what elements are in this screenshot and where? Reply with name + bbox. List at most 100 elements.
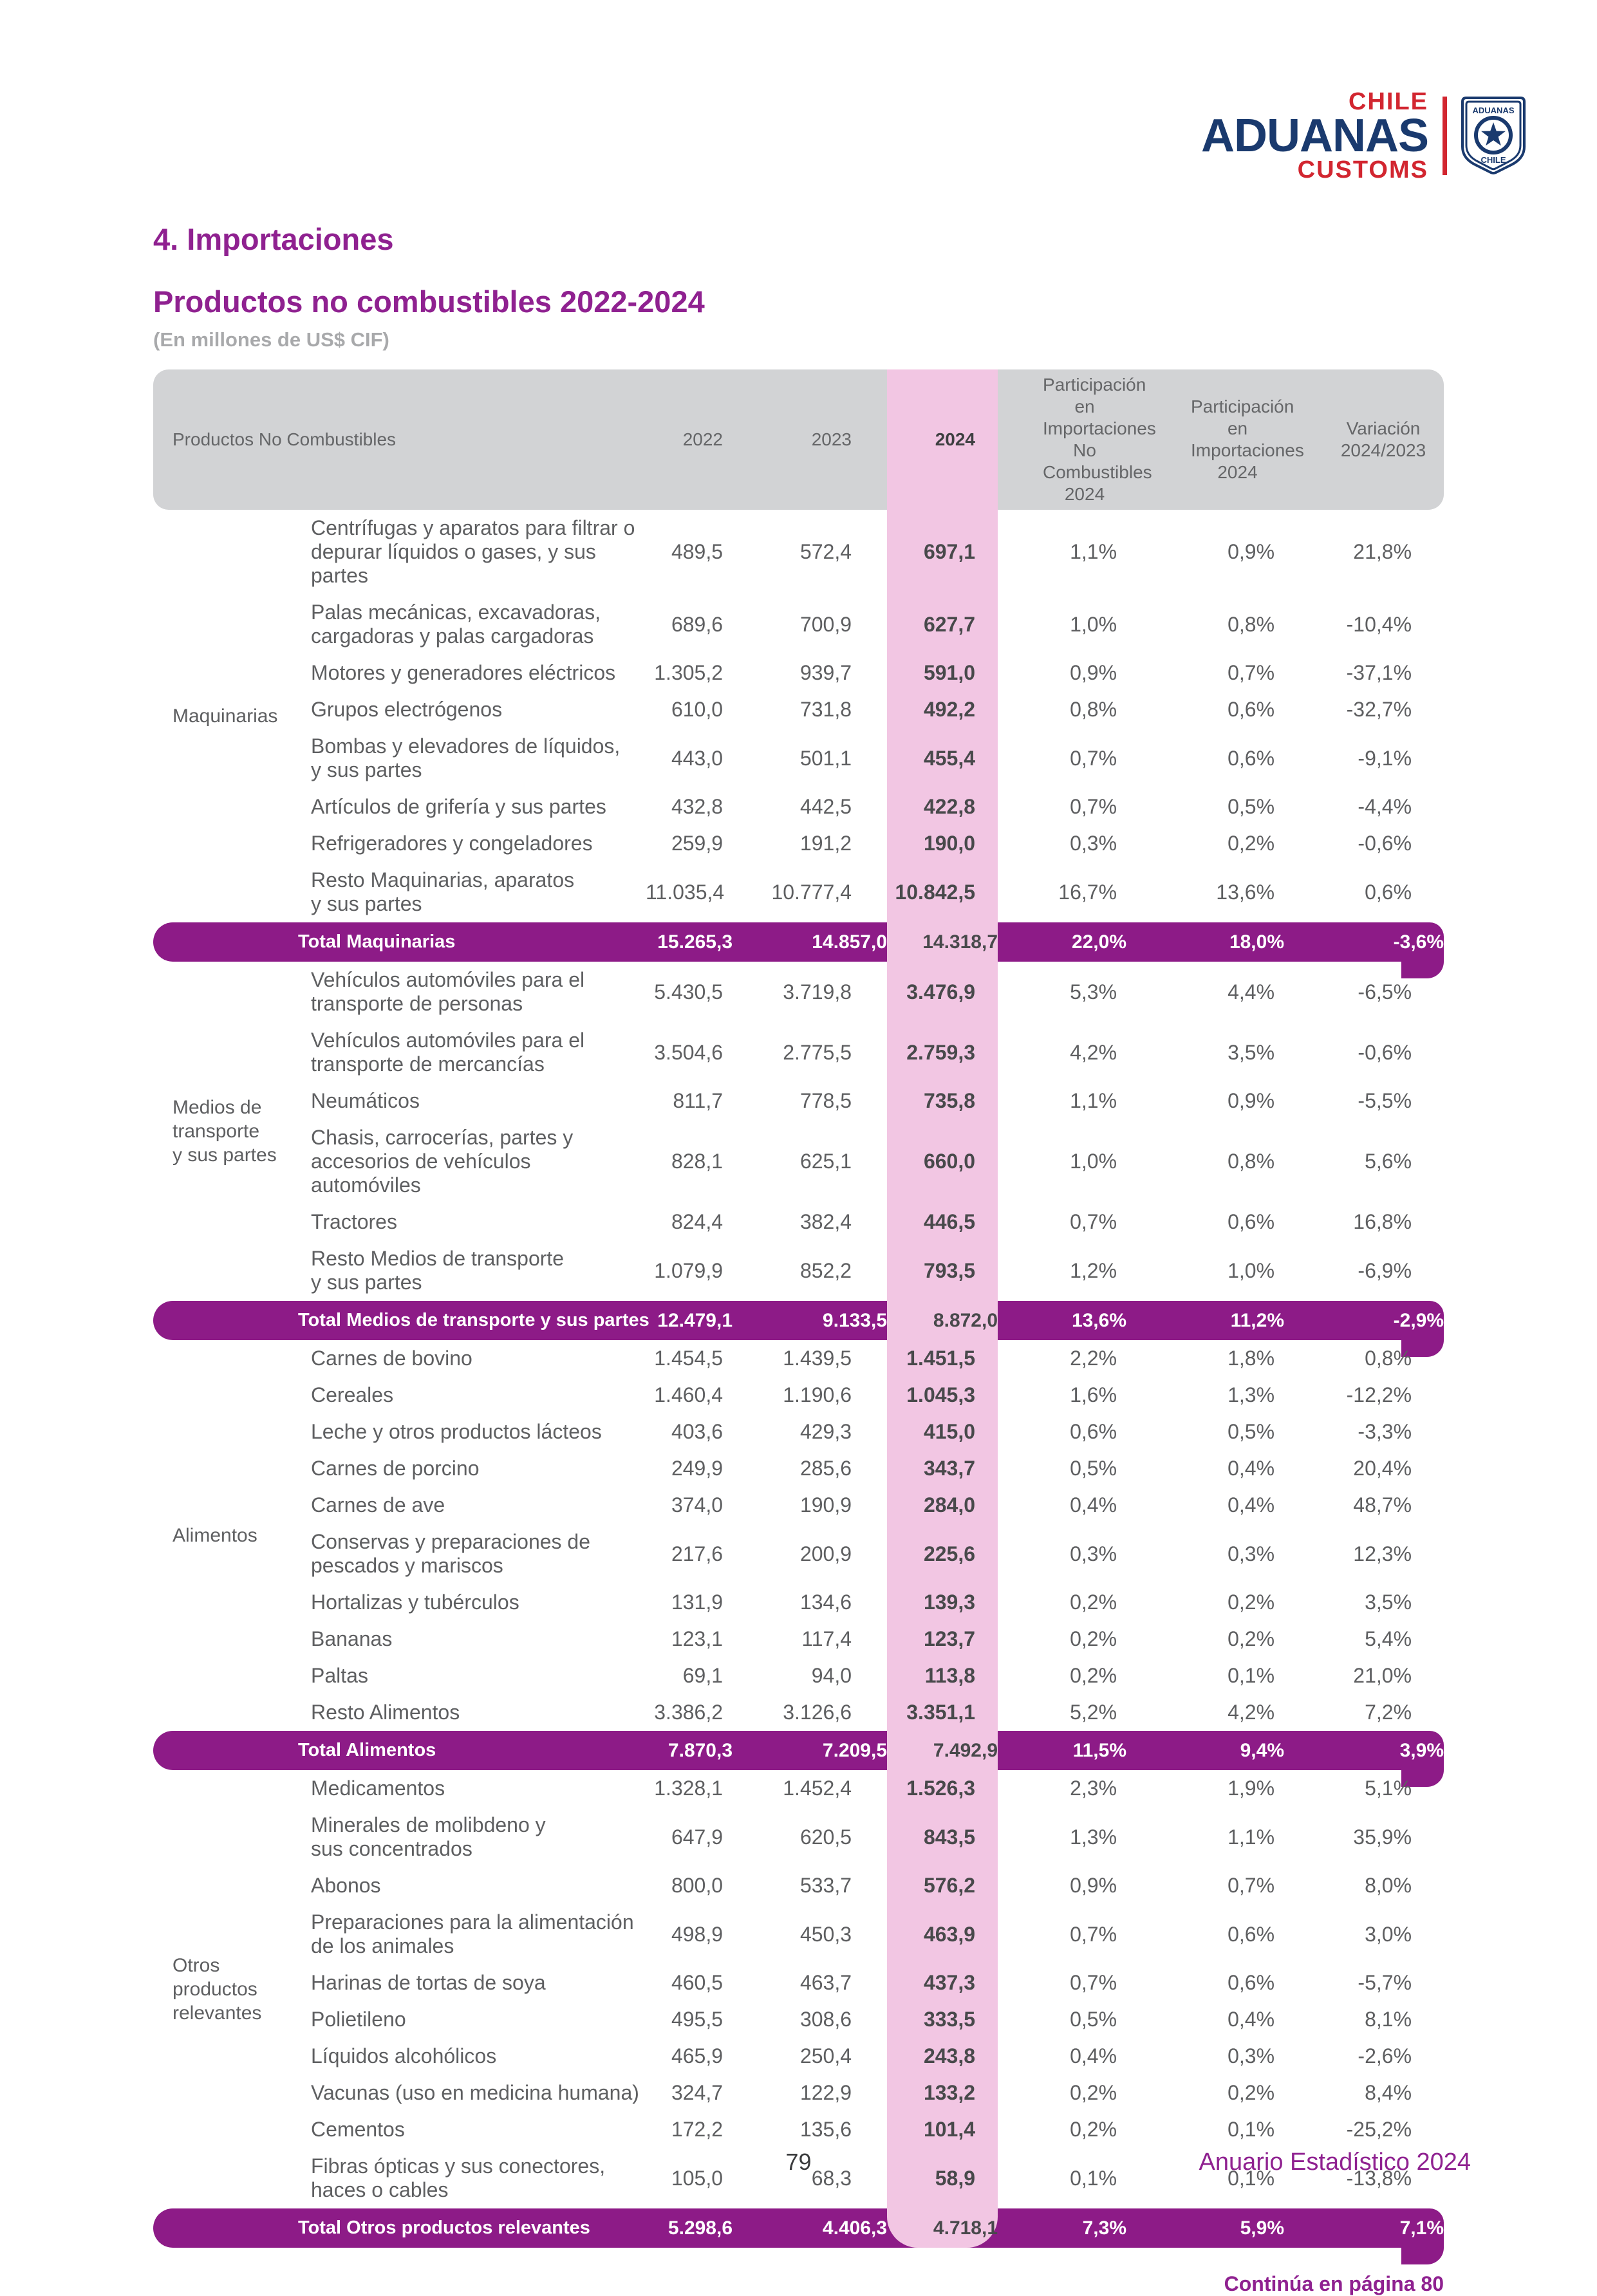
cell-var: 8,0% xyxy=(1284,1867,1444,1904)
cell-v2023: 620,5 xyxy=(733,1807,888,1867)
section-title: 4. Importaciones xyxy=(153,222,394,256)
table-row: Líquidos alcohólicos 465,9 250,4 243,8 0,4% 0… xyxy=(153,2038,1444,2075)
product-name: Carnes de bovino xyxy=(298,1340,646,1377)
total-cell-v2022: 12.479,1 xyxy=(646,1301,733,1340)
product-name: Tractores xyxy=(298,1204,646,1240)
logo-divider xyxy=(1443,97,1447,175)
product-name: Centrífugas y aparatos para filtrar o de… xyxy=(298,510,646,594)
cell-part_nc: 0,6% xyxy=(998,1414,1127,1450)
cell-part_nc: 0,3% xyxy=(998,825,1127,862)
table-row: Fibras ópticas y sus conectores, haces o… xyxy=(153,2148,1444,2208)
cell-v2022: 123,1 xyxy=(646,1621,733,1657)
cell-part_imp: 0,1% xyxy=(1126,2148,1285,2208)
table-row: Abonos 800,0 533,7 576,2 0,9% 0,7% 8,0% xyxy=(153,1867,1444,1904)
cell-part_imp: 1,9% xyxy=(1126,1770,1285,1807)
product-name: Motores y generadores eléctricos xyxy=(298,655,646,691)
cell-v2023: 572,4 xyxy=(733,510,888,594)
cell-part_nc: 0,9% xyxy=(998,1867,1127,1904)
total-label: Total Maquinarias xyxy=(298,922,646,962)
cell-v2022: 131,9 xyxy=(646,1584,733,1621)
cell-v2023: 382,4 xyxy=(733,1204,888,1240)
cell-var: -4,4% xyxy=(1284,789,1444,825)
cell-v2023: 450,3 xyxy=(733,1904,888,1965)
cell-v2023: 191,2 xyxy=(733,825,888,862)
total-cell-v2023: 7.209,5 xyxy=(733,1731,888,1770)
cell-part_imp: 0,3% xyxy=(1126,1524,1285,1584)
cell-part_nc: 2,3% xyxy=(998,1770,1127,1807)
total-cell-v2023: 4.406,3 xyxy=(733,2208,888,2248)
cell-part_imp: 1,3% xyxy=(1126,1377,1285,1414)
total-cell-v2024: 14.318,7 xyxy=(887,922,998,962)
cell-v2023: 135,6 xyxy=(733,2111,888,2148)
cell-part_imp: 0,7% xyxy=(1126,1867,1285,1904)
cell-v2024: 422,8 xyxy=(887,789,998,825)
total-cell-v2024: 8.872,0 xyxy=(887,1301,998,1340)
cell-var: 16,8% xyxy=(1284,1204,1444,1240)
cell-v2023: 308,6 xyxy=(733,2001,888,2038)
total-cell-var: 7,1% xyxy=(1284,2208,1444,2264)
imports-table: Productos No Combustibles 2022 2023 2024… xyxy=(153,369,1444,2264)
cell-var: -5,5% xyxy=(1284,1083,1444,1119)
cell-v2024: 1.045,3 xyxy=(887,1377,998,1414)
cell-part_nc: 0,5% xyxy=(998,1450,1127,1487)
cell-v2022: 460,5 xyxy=(646,1965,733,2001)
cell-v2023: 3.126,6 xyxy=(733,1694,888,1731)
cell-part_imp: 0,2% xyxy=(1126,1584,1285,1621)
product-name: Chasis, carrocerías, partes y accesorios… xyxy=(298,1119,646,1204)
cell-v2024: 455,4 xyxy=(887,728,998,789)
cell-v2024: 492,2 xyxy=(887,691,998,728)
unit-note: (En millones de US$ CIF) xyxy=(153,328,389,351)
cell-part_imp: 1,8% xyxy=(1126,1340,1285,1377)
cell-part_nc: 0,8% xyxy=(998,691,1127,728)
cell-var: 5,4% xyxy=(1284,1621,1444,1657)
product-name: Preparaciones para la alimentación de lo… xyxy=(298,1904,646,1965)
table-header-row: Productos No Combustibles 2022 2023 2024… xyxy=(153,369,1444,510)
table-row: Artículos de grifería y sus partes 432,8 4… xyxy=(153,789,1444,825)
cell-var: -5,7% xyxy=(1284,1965,1444,2001)
cell-part_imp: 0,6% xyxy=(1126,728,1285,789)
cell-part_imp: 0,7% xyxy=(1126,655,1285,691)
cell-v2024: 415,0 xyxy=(887,1414,998,1450)
column-header-variacion: Variación 2024/2023 xyxy=(1284,369,1444,510)
cell-var: 0,6% xyxy=(1284,862,1444,922)
product-name: Carnes de porcino xyxy=(298,1450,646,1487)
cell-v2023: 3.719,8 xyxy=(733,962,888,1022)
cell-var: 21,0% xyxy=(1284,1657,1444,1694)
cell-var: 3,0% xyxy=(1284,1904,1444,1965)
cell-part_nc: 1,0% xyxy=(998,594,1127,655)
cell-v2023: 94,0 xyxy=(733,1657,888,1694)
table-row: Neumáticos 811,7 778,5 735,8 1,1% 0,9% -5,5% xyxy=(153,1083,1444,1119)
cell-v2022: 824,4 xyxy=(646,1204,733,1240)
product-name: Grupos electrógenos xyxy=(298,691,646,728)
cell-var: -0,6% xyxy=(1284,1022,1444,1083)
cell-v2023: 852,2 xyxy=(733,1240,888,1301)
cell-part_nc: 0,2% xyxy=(998,1584,1127,1621)
product-name: Bombas y elevadores de líquidos, y sus p… xyxy=(298,728,646,789)
table-row: Hortalizas y tubérculos 131,9 134,6 139,3 0,… xyxy=(153,1584,1444,1621)
aduanas-logo: CHILE ADUANAS CUSTOMS ADUANAS CHILE xyxy=(1201,89,1526,183)
total-row-cap xyxy=(153,1731,298,1770)
footer-document-title: Anuario Estadístico 2024 xyxy=(1199,2149,1471,2176)
cell-part_imp: 0,5% xyxy=(1126,789,1285,825)
total-cell-part_imp: 18,0% xyxy=(1126,922,1285,962)
table-row: Vehículos automóviles para el transporte… xyxy=(153,1022,1444,1083)
cell-v2023: 68,3 xyxy=(733,2148,888,2208)
cell-var: 20,4% xyxy=(1284,1450,1444,1487)
cell-v2024: 437,3 xyxy=(887,1965,998,2001)
total-label: Total Medios de transporte y sus partes xyxy=(298,1301,649,1340)
cell-v2023: 285,6 xyxy=(733,1450,888,1487)
cell-part_nc: 0,3% xyxy=(998,1524,1127,1584)
table-row: Alimentos Carnes de bovino 1.454,5 1.439,5 1… xyxy=(153,1340,1444,1731)
continues-note: Continúa en página 80 xyxy=(1224,2272,1444,2295)
logo-chile-text: CHILE xyxy=(1349,88,1428,115)
cell-part_imp: 0,6% xyxy=(1126,1204,1285,1240)
group-label: Maquinarias xyxy=(153,510,298,922)
product-name: Leche y otros productos lácteos xyxy=(298,1414,646,1450)
cell-var: 7,2% xyxy=(1284,1694,1444,1731)
cell-part_nc: 0,7% xyxy=(998,1904,1127,1965)
cell-var: 3,5% xyxy=(1284,1584,1444,1621)
cell-part_imp: 0,2% xyxy=(1126,825,1285,862)
aduanas-shield-icon: ADUANAS CHILE xyxy=(1461,97,1526,174)
cell-v2024: 843,5 xyxy=(887,1807,998,1867)
total-row: Total Otros productos relevantes 5.298,6 4… xyxy=(153,2208,1444,2264)
